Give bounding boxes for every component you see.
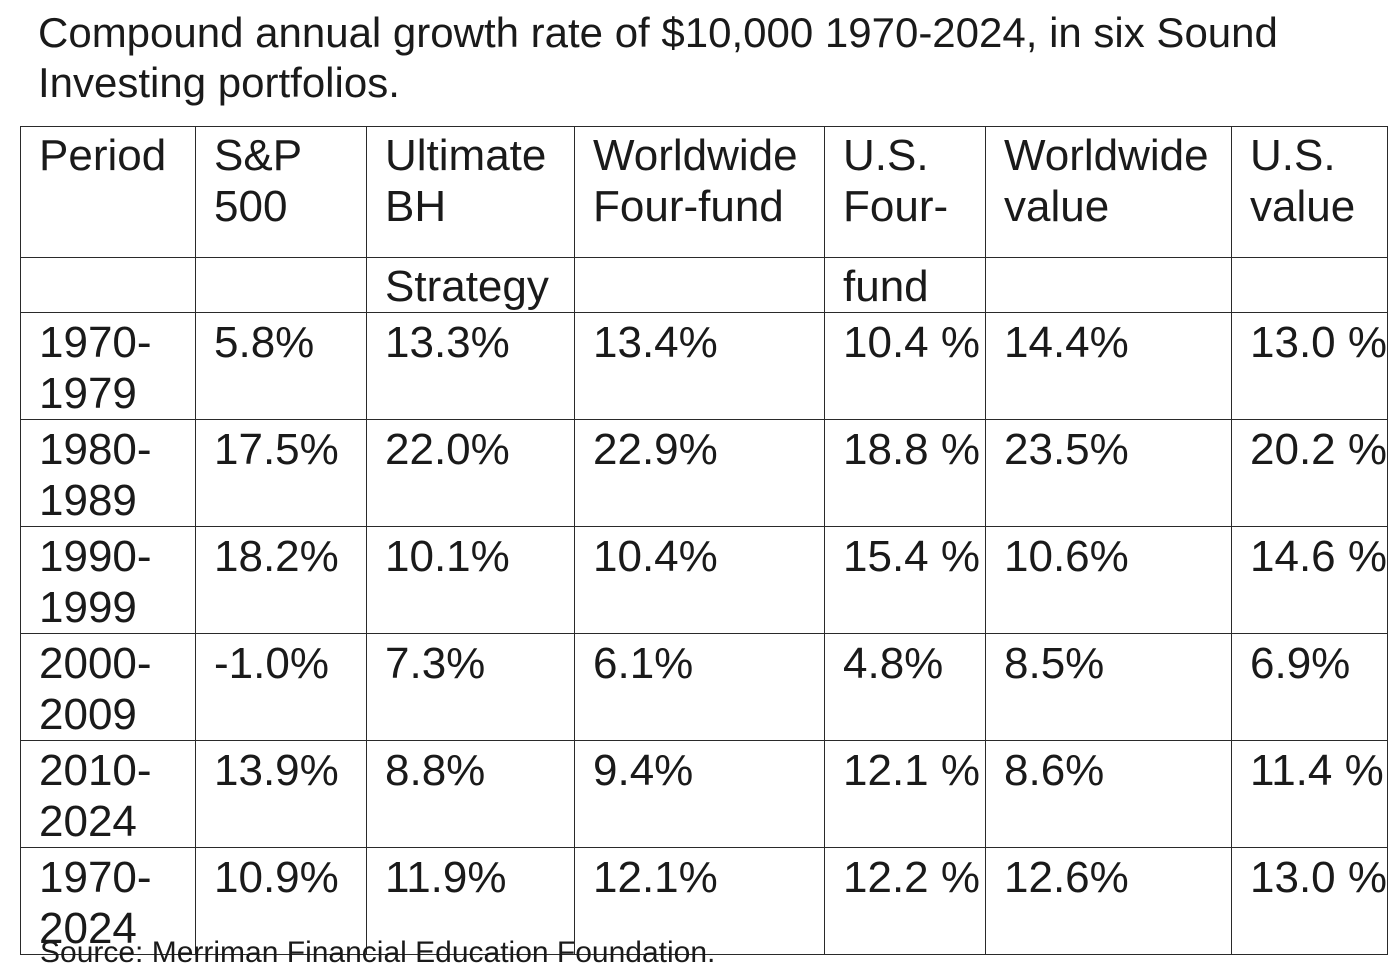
value-cell: 15.4 %	[824, 526, 986, 634]
period-cell: 1990-1999	[20, 526, 196, 634]
value-cell: 13.3%	[366, 312, 575, 420]
value-cell: 17.5%	[195, 419, 367, 527]
value-cell: 13.0 %	[1231, 312, 1388, 420]
header-continuation-row: Strategy fund	[20, 257, 1388, 313]
period-cell: 1970-2024	[20, 847, 196, 955]
header-us-value: U.S. value	[1231, 126, 1388, 258]
growth-rate-table: Period S&P 500 Ultimate BH Worldwide Fou…	[20, 126, 1388, 955]
value-cell: 12.2 %	[824, 847, 986, 955]
value-cell: 22.0%	[366, 419, 575, 527]
value-cell: 10.1%	[366, 526, 575, 634]
value-cell: 14.6 %	[1231, 526, 1388, 634]
value-cell: 8.6%	[985, 740, 1232, 848]
value-cell: 8.5%	[985, 633, 1232, 741]
value-cell: 13.9%	[195, 740, 367, 848]
table-row: 2010-2024 13.9% 8.8% 9.4% 12.1 % 8.6% 11.4 %	[20, 740, 1388, 848]
value-cell: 12.6%	[985, 847, 1232, 955]
table-row: 1970-2024 10.9% 11.9% 12.1% 12.2 % 12.6% 13.0 …	[20, 847, 1388, 955]
value-cell: 6.9%	[1231, 633, 1388, 741]
value-cell: 11.9%	[366, 847, 575, 955]
value-cell: 11.4 %	[1231, 740, 1388, 848]
header-sp500: S&P 500	[195, 126, 367, 258]
value-cell: 13.4%	[574, 312, 825, 420]
value-cell: 6.1%	[574, 633, 825, 741]
header-worldwide-value: Worldwide value	[985, 126, 1232, 258]
header-sp500-cont	[195, 257, 367, 313]
header-period-cont	[20, 257, 196, 313]
table-row: 2000-2009 -1.0% 7.3% 6.1% 4.8% 8.5% 6.9%	[20, 633, 1388, 741]
header-ultimate-bh-cont: Strategy	[366, 257, 575, 313]
table-row: 1980-1989 17.5% 22.0% 22.9% 18.8 % 23.5% 20.2 …	[20, 419, 1388, 527]
header-us-value-cont	[1231, 257, 1388, 313]
value-cell: 22.9%	[574, 419, 825, 527]
period-cell: 2010-2024	[20, 740, 196, 848]
value-cell: -1.0%	[195, 633, 367, 741]
header-worldwide-four-fund: Worldwide Four-fund	[574, 126, 825, 258]
value-cell: 18.2%	[195, 526, 367, 634]
table-row: 1970-1979 5.8% 13.3% 13.4% 10.4 % 14.4% 13.0 %	[20, 312, 1388, 420]
header-period: Period	[20, 126, 196, 258]
value-cell: 9.4%	[574, 740, 825, 848]
value-cell: 23.5%	[985, 419, 1232, 527]
header-row: Period S&P 500 Ultimate BH Worldwide Fou…	[20, 126, 1388, 258]
source-note: Source: Merriman Financial Education Fou…	[40, 936, 716, 969]
value-cell: 18.8 %	[824, 419, 986, 527]
period-cell: 1980-1989	[20, 419, 196, 527]
value-cell: 8.8%	[366, 740, 575, 848]
header-worldwide-value-cont	[985, 257, 1232, 313]
value-cell: 12.1 %	[824, 740, 986, 848]
value-cell: 20.2 %	[1231, 419, 1388, 527]
value-cell: 4.8%	[824, 633, 986, 741]
period-cell: 2000-2009	[20, 633, 196, 741]
value-cell: 13.0 %	[1231, 847, 1388, 955]
header-worldwide-four-fund-cont	[574, 257, 825, 313]
header-ultimate-bh: Ultimate BH	[366, 126, 575, 258]
page-title: Compound annual growth rate of $10,000 1…	[38, 9, 1278, 106]
value-cell: 7.3%	[366, 633, 575, 741]
period-cell: 1970-1979	[20, 312, 196, 420]
value-cell: 5.8%	[195, 312, 367, 420]
value-cell: 12.1%	[574, 847, 825, 955]
table-row: 1990-1999 18.2% 10.1% 10.4% 15.4 % 10.6% 14.6 …	[20, 526, 1388, 634]
value-cell: 10.4 %	[824, 312, 986, 420]
header-us-four-fund-cont: fund	[824, 257, 986, 313]
value-cell: 10.9%	[195, 847, 367, 955]
header-us-four-fund: U.S. Four-	[824, 126, 986, 258]
value-cell: 14.4%	[985, 312, 1232, 420]
value-cell: 10.6%	[985, 526, 1232, 634]
value-cell: 10.4%	[574, 526, 825, 634]
